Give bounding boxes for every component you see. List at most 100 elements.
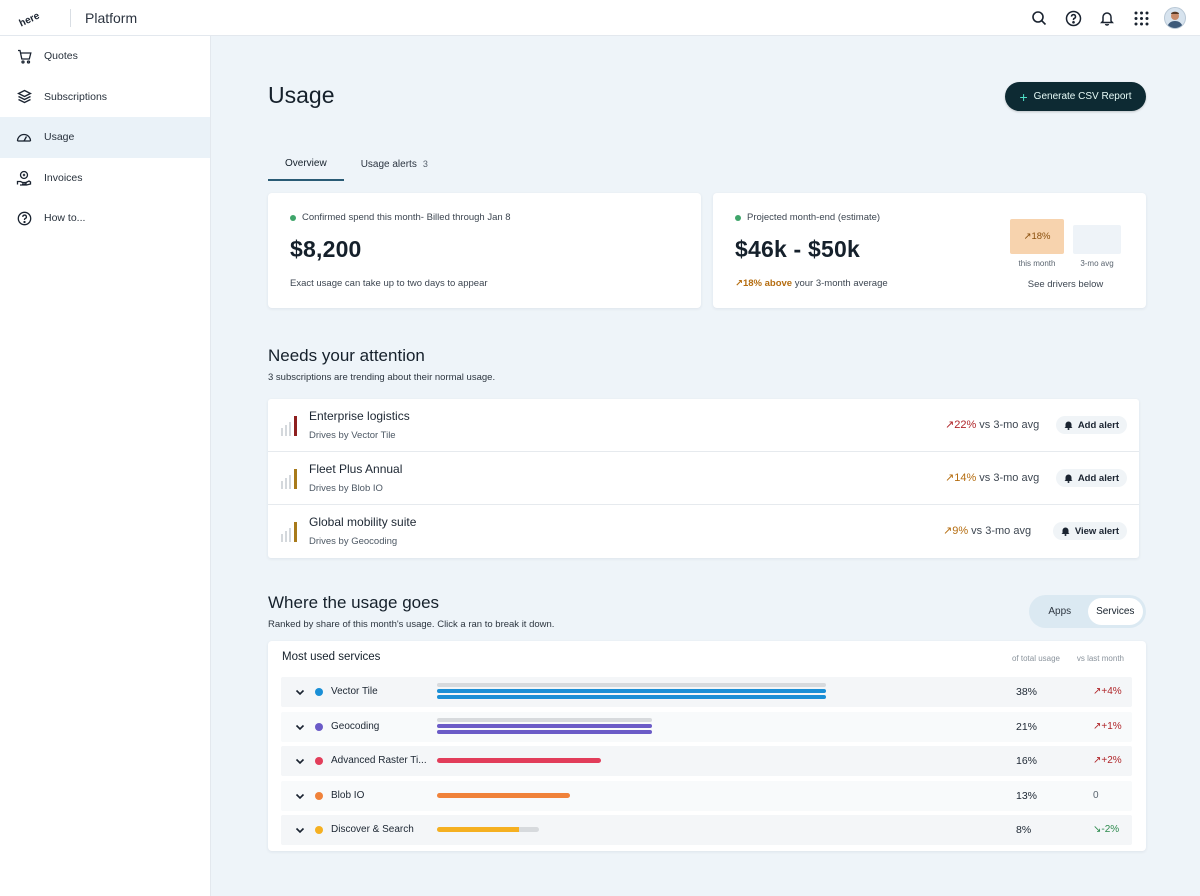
this-month-bar xyxy=(437,792,571,798)
invoice-icon xyxy=(16,170,32,186)
attention-title: Enterprise logistics xyxy=(309,409,410,423)
projected-card: Projected month-end (estimate) $46k - $5… xyxy=(713,193,1146,308)
status-dot xyxy=(290,214,296,221)
bell-icon xyxy=(1061,527,1070,536)
attention-driver: Drives by Geocoding xyxy=(309,536,398,547)
tab-count-badge: 3 xyxy=(422,159,428,169)
service-row[interactable]: Vector Tile 38% ↗+4% xyxy=(281,677,1132,707)
search-icon[interactable] xyxy=(1028,7,1050,29)
service-share: 38% xyxy=(1016,686,1038,698)
generate-csv-button[interactable]: + Generate CSV Report xyxy=(1005,82,1146,111)
confirmed-amount: $8,200 xyxy=(290,236,362,262)
apps-services-toggle: Apps Services xyxy=(1029,595,1146,628)
bell-icon[interactable] xyxy=(1096,7,1118,29)
service-delta: 0 xyxy=(1093,789,1099,801)
service-color-dot xyxy=(315,757,323,765)
trend-rest: vs 3-mo avg xyxy=(976,419,1040,431)
service-bar xyxy=(437,815,827,845)
column-header-delta: vs last month xyxy=(1076,654,1124,663)
bell-icon xyxy=(1064,474,1073,483)
attention-row[interactable]: Global mobility suite Drives by Geocodin… xyxy=(268,505,1139,558)
attention-title: Fleet Plus Annual xyxy=(309,462,403,476)
app-title: Platform xyxy=(85,9,138,26)
sidebar-item-quotes[interactable]: Quotes xyxy=(0,36,210,77)
help-circle-icon xyxy=(16,210,32,226)
add-alert-button[interactable]: Add alert xyxy=(1055,469,1127,487)
last-month-bar xyxy=(437,717,652,722)
topbar-divider xyxy=(70,8,71,27)
trend-rest: vs 3-mo avg xyxy=(968,525,1032,537)
mini-label-this-month: this month xyxy=(1018,259,1056,268)
sidebar-item-how-to[interactable]: How to... xyxy=(0,198,210,239)
services-card-title: Most used services xyxy=(282,651,381,663)
this-month-bar xyxy=(437,758,601,763)
service-delta: ↗+1% xyxy=(1093,720,1122,732)
attention-list: Enterprise logistics Drives by Vector Ti… xyxy=(268,399,1139,558)
tab-label: Overview xyxy=(285,158,327,169)
service-row[interactable]: Geocoding 21% ↗+1% xyxy=(281,711,1132,742)
service-row[interactable]: Blob IO 13% 0 xyxy=(281,780,1132,811)
chevron-down-icon[interactable] xyxy=(294,721,306,733)
attention-driver: Drives by Vector Tile xyxy=(309,430,396,441)
svg-text:here: here xyxy=(18,10,42,28)
service-name: Blob IO xyxy=(331,789,365,801)
cart-icon xyxy=(16,48,32,64)
sidebar-item-subscriptions[interactable]: Subscriptions xyxy=(0,77,210,118)
attention-row[interactable]: Enterprise logistics Drives by Vector Ti… xyxy=(268,399,1139,452)
see-drivers-link[interactable]: See drivers below xyxy=(1027,279,1104,290)
tab-overview[interactable]: Overview xyxy=(268,156,344,181)
apps-grid-icon[interactable] xyxy=(1130,7,1152,29)
chevron-down-icon[interactable] xyxy=(294,824,306,836)
here-logo[interactable]: here xyxy=(16,8,42,28)
projected-trend: ↗18% above your 3-month average xyxy=(735,278,888,289)
view-alert-button[interactable]: View alert xyxy=(1052,522,1127,540)
service-share: 16% xyxy=(1016,755,1038,767)
attention-trend: ↗9% vs 3-mo avg xyxy=(943,524,1031,537)
plus-icon: + xyxy=(1019,88,1028,105)
chevron-down-icon[interactable] xyxy=(294,686,306,698)
projected-label: Projected month-end (estimate) xyxy=(735,212,880,223)
last-month-bar xyxy=(437,683,826,687)
service-row[interactable]: Discover & Search 8% ↘-2% xyxy=(281,815,1132,845)
attention-trend: ↗22% vs 3-mo avg xyxy=(945,418,1039,431)
status-dot xyxy=(735,214,741,221)
projected-label-text: Projected month-end (estimate) xyxy=(747,212,881,223)
service-bar xyxy=(437,712,827,742)
trend-rest: vs 3-mo avg xyxy=(976,472,1040,484)
service-name: Advanced Raster Ti... xyxy=(331,755,426,766)
sidebar-item-label: Quotes xyxy=(44,50,78,63)
sidebar-item-usage[interactable]: Usage xyxy=(0,117,210,158)
service-color-dot xyxy=(315,688,323,696)
confirmed-note: Exact usage can take up to two days to a… xyxy=(290,278,488,289)
add-alert-button[interactable]: Add alert xyxy=(1055,416,1127,434)
trend-bars-icon xyxy=(281,416,297,436)
this-month-bar xyxy=(437,689,826,693)
button-label: View alert xyxy=(1074,525,1119,537)
projected-range: $46k - $50k xyxy=(735,236,860,262)
tab-usage-alerts[interactable]: Usage alerts 3 xyxy=(344,156,445,181)
generate-csv-label: Generate CSV Report xyxy=(1033,91,1132,102)
chevron-down-icon[interactable] xyxy=(294,755,306,767)
attention-row[interactable]: Fleet Plus Annual Drives by Blob IO ↗14%… xyxy=(268,452,1139,505)
sidebar-item-label: How to... xyxy=(44,212,86,225)
mini-bar-this-month: ↗18% xyxy=(1010,219,1064,254)
help-icon[interactable] xyxy=(1062,7,1084,29)
confirmed-spend-card: Confirmed spend this month- Billed throu… xyxy=(268,193,701,308)
service-row[interactable]: Advanced Raster Ti... 16% ↗+2% xyxy=(281,746,1132,776)
trend-value: ↗14% xyxy=(945,472,977,484)
toggle-services[interactable]: Services xyxy=(1087,598,1143,625)
service-delta: ↗+2% xyxy=(1093,755,1122,766)
trend-value: ↗9% xyxy=(943,525,969,537)
this-month-bar xyxy=(437,729,652,734)
sidebar-item-invoices[interactable]: Invoices xyxy=(0,158,210,199)
toggle-apps[interactable]: Apps xyxy=(1048,606,1072,617)
service-name: Discover & Search xyxy=(331,824,414,835)
sidebar-item-label: Invoices xyxy=(44,171,83,184)
sidebar-item-label: Usage xyxy=(44,131,75,144)
layers-icon xyxy=(16,89,32,105)
this-month-bar xyxy=(437,723,652,728)
avatar[interactable] xyxy=(1164,7,1186,29)
service-color-dot xyxy=(315,722,323,731)
chevron-down-icon[interactable] xyxy=(294,790,306,802)
service-bar xyxy=(437,677,827,707)
